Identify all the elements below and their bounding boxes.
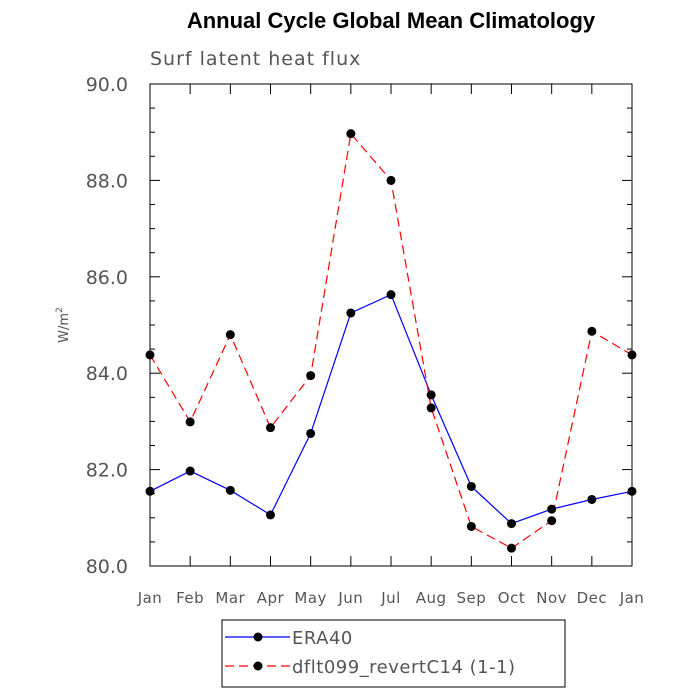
legend-box	[221, 619, 566, 688]
data-point-0	[426, 390, 436, 400]
data-point-1	[346, 129, 356, 139]
plot-frame	[149, 83, 633, 567]
y-axis-ticks: 80.0 82.0 84.0 86.0 88.0 90.0	[86, 74, 632, 578]
data-point-0	[466, 481, 476, 491]
data-point-1	[466, 521, 476, 531]
data-point-1	[627, 350, 637, 360]
data-point-0	[346, 308, 356, 318]
data-point-1	[266, 423, 275, 433]
x-tick-label: Jan	[619, 589, 645, 607]
x-tick-label: Jul	[380, 589, 401, 607]
data-point-1	[386, 175, 396, 185]
x-tick-label: Nov	[536, 589, 567, 607]
y-tick-label: 84.0	[86, 363, 128, 385]
y-tick-label: 86.0	[86, 267, 128, 289]
data-point-1	[225, 330, 235, 340]
data-point-0	[266, 510, 275, 520]
data-point-0	[627, 486, 637, 496]
chart-title: Annual Cycle Global Mean Climatology	[186, 8, 596, 33]
data-point-0	[507, 519, 516, 529]
data-point-0	[225, 485, 235, 495]
data-point-1	[306, 371, 316, 381]
y-axis-label: W/m2	[55, 307, 72, 343]
x-tick-label: Mar	[215, 589, 245, 607]
x-tick-label: Dec	[577, 589, 608, 607]
x-tick-label: May	[294, 589, 327, 607]
chart-subtitle: Surf latent heat flux	[150, 48, 362, 70]
series-line-0	[149, 293, 633, 525]
x-tick-label: Oct	[498, 589, 525, 607]
legend-label-era40: ERA40	[292, 628, 353, 649]
y-tick-label: 80.0	[86, 556, 128, 578]
data-point-0	[306, 428, 316, 438]
x-tick-label: Jan	[137, 589, 163, 607]
x-tick-label: Jun	[337, 589, 363, 607]
legend-marker-era40	[253, 632, 263, 642]
y-tick-label: 82.0	[86, 460, 128, 482]
data-point-1	[426, 403, 436, 413]
x-tick-label: Aug	[416, 589, 447, 607]
data-point-0	[185, 466, 195, 476]
data-point-1	[507, 543, 516, 553]
data-point-1	[145, 350, 155, 360]
y-tick-label: 90.0	[86, 74, 128, 96]
x-axis-ticks: Jan Feb Mar Apr May Jun Jul Aug Sep Oct Nov Dec Jan	[137, 84, 645, 607]
legend: ERA40 dflt099_revertC14 (1-1)	[221, 619, 566, 688]
data-point-0	[547, 504, 557, 514]
data-point-1	[587, 326, 597, 336]
y-tick-label: 88.0	[86, 170, 128, 192]
data-point-1	[547, 516, 557, 526]
data-point-0	[587, 494, 597, 504]
data-point-1	[185, 417, 195, 427]
x-tick-label: Apr	[257, 589, 285, 607]
data-point-0	[145, 486, 155, 496]
series-layer	[145, 129, 637, 553]
legend-label-dflt099: dflt099_revertC14 (1-1)	[292, 657, 516, 678]
x-tick-label: Sep	[456, 589, 486, 607]
data-point-0	[386, 290, 396, 300]
x-tick-label: Feb	[176, 589, 204, 607]
legend-marker-dflt099	[253, 661, 263, 671]
